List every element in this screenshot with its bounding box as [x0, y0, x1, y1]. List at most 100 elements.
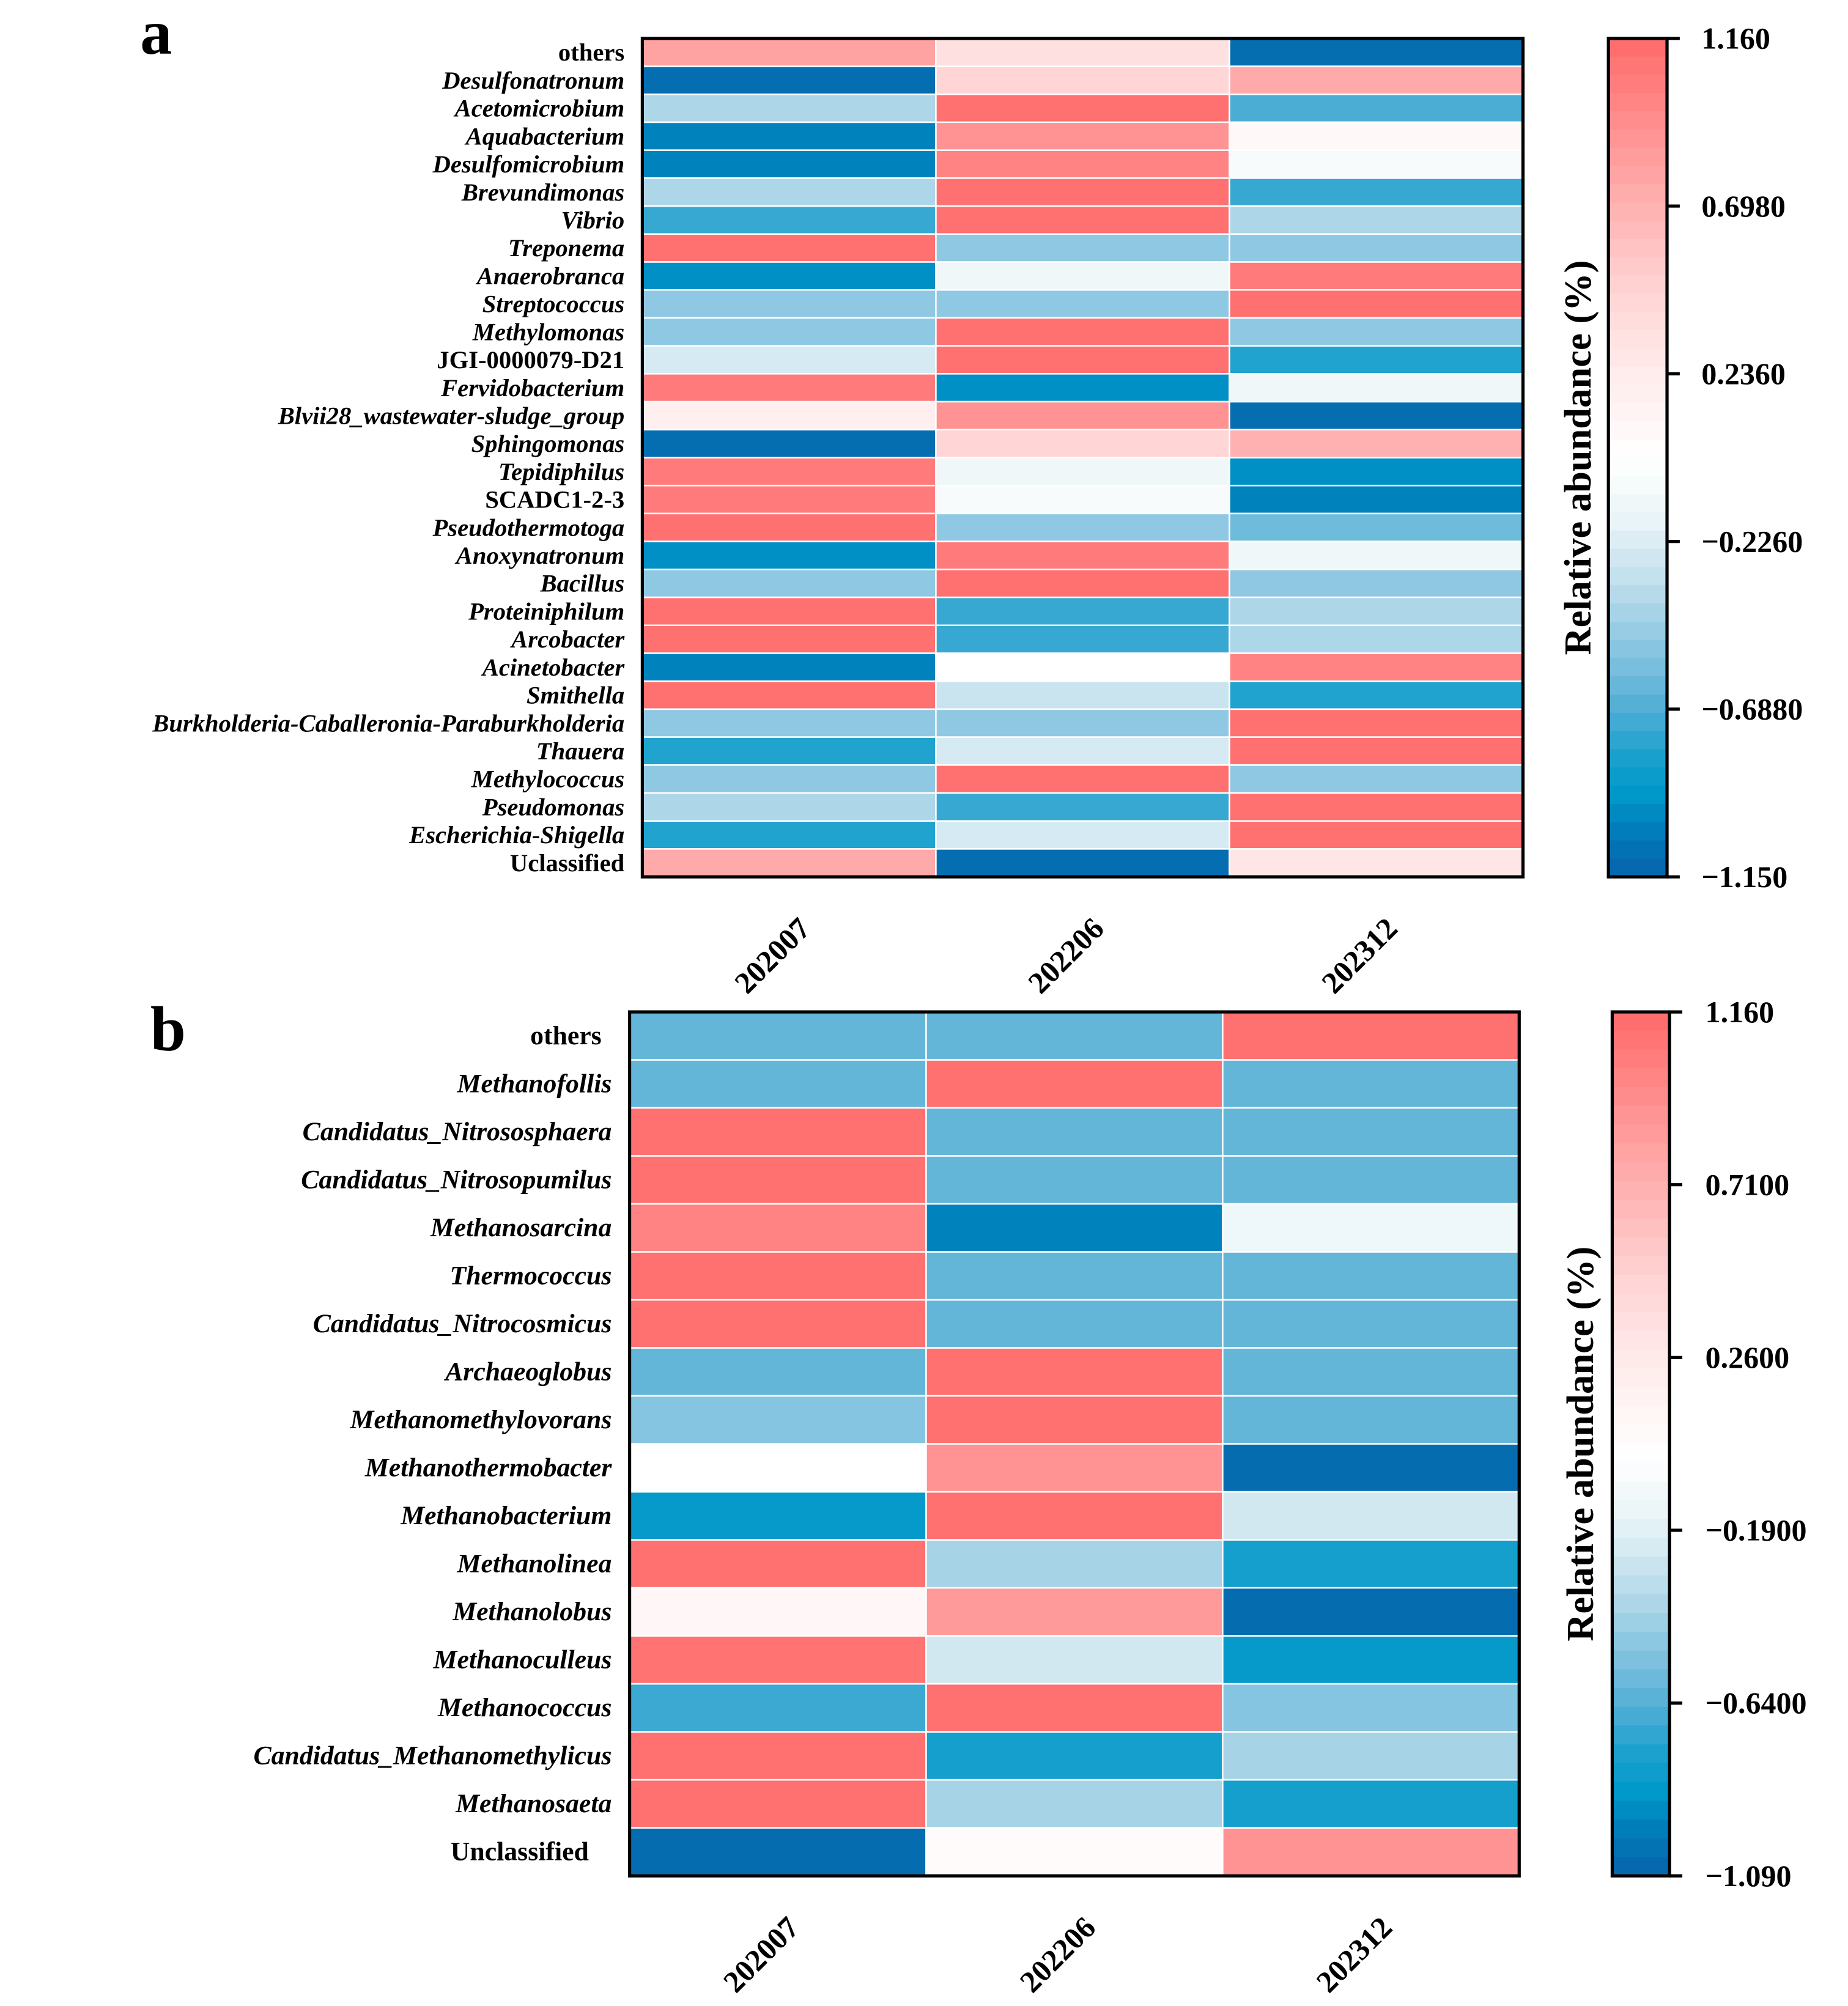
row-label: Streptococcus: [482, 290, 624, 318]
colorbar-band: [1612, 1049, 1670, 1069]
heatmap-cell: [935, 289, 1230, 319]
colorbar-band: [1608, 421, 1668, 440]
colorbar-band: [1608, 858, 1668, 878]
heatmap-cell: [641, 708, 937, 738]
heatmap-cell: [641, 820, 937, 850]
heatmap-cell: [935, 680, 1230, 710]
colorbar-tick-label: 0.2600: [1706, 1340, 1789, 1374]
colorbar-band: [1608, 840, 1668, 860]
colorbar-band: [1612, 1481, 1670, 1501]
colorbar-band: [1608, 530, 1668, 550]
colorbar-band: [1608, 330, 1668, 349]
colorbar-band: [1612, 1068, 1670, 1088]
heatmap-cell: [1229, 289, 1524, 319]
heatmap-cell: [641, 792, 937, 822]
heatmap-cell: [925, 1011, 1224, 1061]
heatmap-cell: [641, 261, 937, 291]
row-label: SCADC1-2-3: [485, 486, 624, 514]
heatmap-cell: [1222, 1635, 1520, 1685]
heatmap-cell: [1222, 1203, 1520, 1253]
heatmap-cell: [641, 457, 937, 487]
colorbar-band: [1612, 1801, 1670, 1821]
heatmap-cell: [1222, 1059, 1520, 1109]
heatmap-cell: [1222, 1779, 1520, 1829]
heatmap-cell: [641, 37, 937, 67]
row-label: Methanosaeta: [455, 1789, 612, 1818]
heatmap-cell: [1229, 345, 1524, 375]
row-label: Archaeoglobus: [443, 1357, 612, 1386]
colorbar-band: [1612, 1124, 1670, 1145]
heatmap-cell: [1229, 652, 1524, 682]
heatmap-cell: [1229, 177, 1524, 207]
row-label: Sphingomonas: [471, 430, 625, 457]
heatmap-cell: [925, 1347, 1224, 1397]
heatmap-cell: [925, 1155, 1224, 1205]
colorbar-band: [1612, 1350, 1670, 1370]
colorbar-band: [1612, 1162, 1670, 1182]
panel-label: b: [150, 994, 186, 1064]
row-label: Proteiniphilum: [468, 597, 624, 625]
heatmap-cell: [641, 400, 937, 431]
colorbar-band: [1608, 257, 1668, 276]
colorbar-band: [1612, 1575, 1670, 1595]
colorbar-tick-label: −1.090: [1706, 1859, 1792, 1893]
heatmap-cell: [935, 596, 1230, 627]
colorbar-band: [1612, 1819, 1670, 1839]
heatmap-cell: [641, 177, 937, 207]
heatmap-cell: [935, 736, 1230, 766]
heatmap-cell: [629, 1203, 927, 1253]
heatmap-cell: [1222, 1155, 1520, 1205]
colorbar-band: [1608, 184, 1668, 204]
row-label: Desulfomicrobium: [432, 150, 624, 178]
colorbar-band: [1612, 1143, 1670, 1163]
colorbar-band: [1608, 512, 1668, 531]
colorbar-band: [1608, 457, 1668, 477]
heatmap-cell: [925, 1107, 1224, 1157]
heatmap-cell: [1222, 1107, 1520, 1157]
colorbar-band: [1608, 712, 1668, 732]
heatmap-cell: [935, 317, 1230, 347]
heatmap-cell: [641, 736, 937, 766]
colorbar-band: [1608, 238, 1668, 258]
heatmap-cell: [935, 400, 1230, 431]
colorbar-band: [1608, 731, 1668, 750]
colorbar-band: [1608, 366, 1668, 386]
heatmap-cell: [925, 1299, 1224, 1349]
column-label: 202206: [1021, 911, 1111, 1000]
heatmap-cell: [935, 345, 1230, 375]
heatmap-cell: [1229, 848, 1524, 878]
row-label: Methanolobus: [452, 1597, 612, 1626]
colorbar-band: [1612, 1030, 1670, 1050]
heatmap-cell: [641, 93, 937, 124]
colorbar-band: [1608, 111, 1668, 130]
heatmap-cell: [935, 261, 1230, 291]
heatmap-cell: [1229, 764, 1524, 794]
row-label: Treponema: [508, 234, 624, 262]
heatmap-cell: [629, 1059, 927, 1109]
heatmap-cell: [641, 205, 937, 235]
heatmap-cell: [629, 1251, 927, 1301]
colorbar-band: [1612, 1538, 1670, 1557]
heatmap-cell: [935, 65, 1230, 95]
row-label: Pseudothermotoga: [432, 514, 624, 541]
colorbar-tick-label: 0.2360: [1701, 356, 1785, 391]
heatmap-cell: [629, 1107, 927, 1157]
heatmap-cell: [641, 317, 937, 347]
heatmap-cell: [629, 1587, 927, 1637]
colorbar-band: [1612, 1613, 1670, 1632]
colorbar-band: [1608, 129, 1668, 149]
row-label: Bacillus: [540, 570, 625, 597]
heatmap-cell: [641, 373, 937, 403]
colorbar-band: [1608, 695, 1668, 714]
heatmap-cell: [925, 1395, 1224, 1445]
heatmap-cell: [629, 1491, 927, 1541]
heatmap-cell: [1229, 93, 1524, 124]
row-label: Candidatus_Nitrocosmicus: [313, 1309, 612, 1338]
heatmap-cell: [925, 1491, 1224, 1541]
heatmap-frame: [627, 1010, 1521, 1878]
colorbar-band: [1608, 567, 1668, 586]
heatmap-cell: [925, 1683, 1224, 1733]
heatmap-cell: [1222, 1731, 1520, 1781]
colorbar-band: [1608, 476, 1668, 495]
heatmap-cell: [641, 848, 937, 878]
